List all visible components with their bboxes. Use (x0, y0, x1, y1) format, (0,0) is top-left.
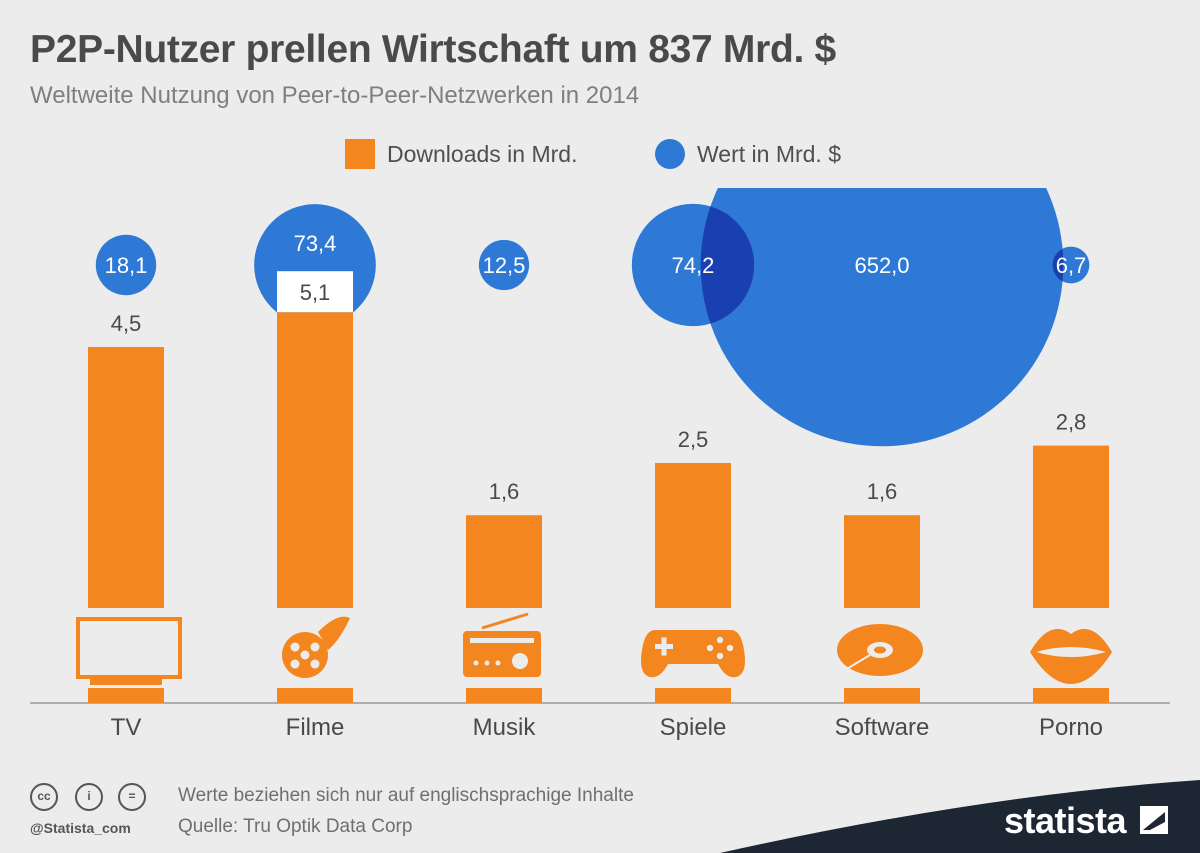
value-label-filme: 73,4 (294, 231, 337, 256)
reel-strip (318, 616, 350, 650)
radio-icon (463, 612, 541, 677)
statista-handle: @Statista_com (30, 820, 131, 836)
radio-tuner (470, 638, 534, 643)
bar-foot-filme (277, 688, 353, 703)
lips-icon (1030, 628, 1112, 684)
download-label-porno: 2,8 (1056, 410, 1087, 435)
value-bubble-tv (95, 234, 157, 296)
bar-filme (277, 312, 353, 608)
chart-title: P2P-Nutzer prellen Wirtschaft um 837 Mrd… (30, 28, 836, 71)
tv-stand (90, 679, 162, 685)
gamepad-body (641, 630, 745, 678)
value-label-tv: 18,1 (105, 253, 148, 278)
radio-antenna (481, 612, 529, 630)
download-label-software: 1,6 (867, 479, 898, 504)
radio-knob (512, 653, 528, 669)
film-reel-icon (282, 616, 350, 678)
tv-icon (76, 617, 182, 685)
category-label-software: Software (835, 714, 930, 741)
data-label-box-filme (277, 271, 353, 313)
download-label-tv: 4,5 (111, 311, 142, 336)
download-label-musik: 1,6 (489, 479, 520, 504)
statista-logo-mark-icon (1140, 806, 1168, 834)
logo-slash (1143, 812, 1165, 830)
reel-hole (290, 642, 300, 652)
download-label-spiele: 2,5 (678, 427, 709, 452)
category-label-spiele: Spiele (660, 714, 727, 741)
category-label-porno: Porno (1039, 714, 1103, 741)
bar-foot-software (844, 688, 920, 703)
disc-icon (837, 624, 923, 676)
value-label-spiele: 74,2 (672, 253, 715, 278)
reel-hole (310, 659, 320, 669)
cc-attribution-icon: i (75, 783, 103, 811)
legend-item-downloads: Downloads in Mrd. (345, 137, 577, 171)
cc-license-icon: cc (30, 783, 58, 811)
legend-label-downloads: Downloads in Mrd. (387, 140, 578, 167)
gamepad-button (716, 652, 724, 660)
gamepad-button (716, 636, 724, 644)
bar-foot-spiele (655, 688, 731, 703)
tv-screen (76, 617, 182, 679)
disc-shine (844, 654, 871, 671)
disc-center (874, 646, 886, 654)
lips-mouth (1036, 647, 1106, 657)
bar-porno (1033, 445, 1109, 608)
category-label-musik: Musik (473, 714, 537, 741)
bar-foot-porno (1033, 688, 1109, 703)
bar-musik (466, 515, 542, 608)
reel-hole (290, 659, 300, 669)
category-label-filme: Filme (286, 714, 345, 741)
footer-brand-band (720, 780, 1200, 853)
footer-source: Quelle: Tru Optik Data Corp (178, 816, 413, 837)
cc-noderivs-icon: = (118, 783, 146, 811)
bar-spiele (655, 463, 731, 608)
download-label-filme: 5,1 (300, 280, 331, 305)
legend-swatch-downloads (345, 139, 375, 169)
reel-hole (300, 650, 310, 660)
bubble-overlap-spiele (700, 203, 755, 327)
radio-button (484, 660, 490, 666)
gamepad-button (726, 644, 734, 652)
bar-software (844, 515, 920, 608)
radio-button (495, 660, 501, 666)
radio-body (463, 631, 541, 677)
bar-foot-musik (466, 688, 542, 703)
value-label-musik: 12,5 (483, 253, 526, 278)
value-bubble-musik (478, 239, 530, 291)
gamepad-dpad-v (661, 637, 667, 656)
legend-item-value: Wert in Mrd. $ (655, 137, 841, 171)
gamepad-icon (641, 630, 745, 678)
statista-logo: statista (1004, 800, 1127, 841)
value-label-porno: 6,7 (1056, 253, 1087, 278)
chart-subtitle: Weltweite Nutzung von Peer-to-Peer-Netzw… (30, 82, 640, 109)
bar-tv (88, 347, 164, 608)
bar-foot-tv (88, 688, 164, 703)
category-label-tv: TV (111, 714, 142, 741)
value-label-software: 652,0 (854, 253, 909, 278)
legend-swatch-value (655, 139, 685, 169)
reel-hole (310, 642, 320, 652)
footer-note: Werte beziehen sich nur auf englischspra… (178, 785, 634, 806)
bubble-layer (95, 188, 1090, 447)
radio-button (473, 660, 479, 666)
legend-label-value: Wert in Mrd. $ (697, 140, 841, 167)
value-bubble-software (700, 188, 1064, 447)
bubble-overlap-porno (1052, 246, 1064, 284)
gamepad-button (706, 644, 714, 652)
